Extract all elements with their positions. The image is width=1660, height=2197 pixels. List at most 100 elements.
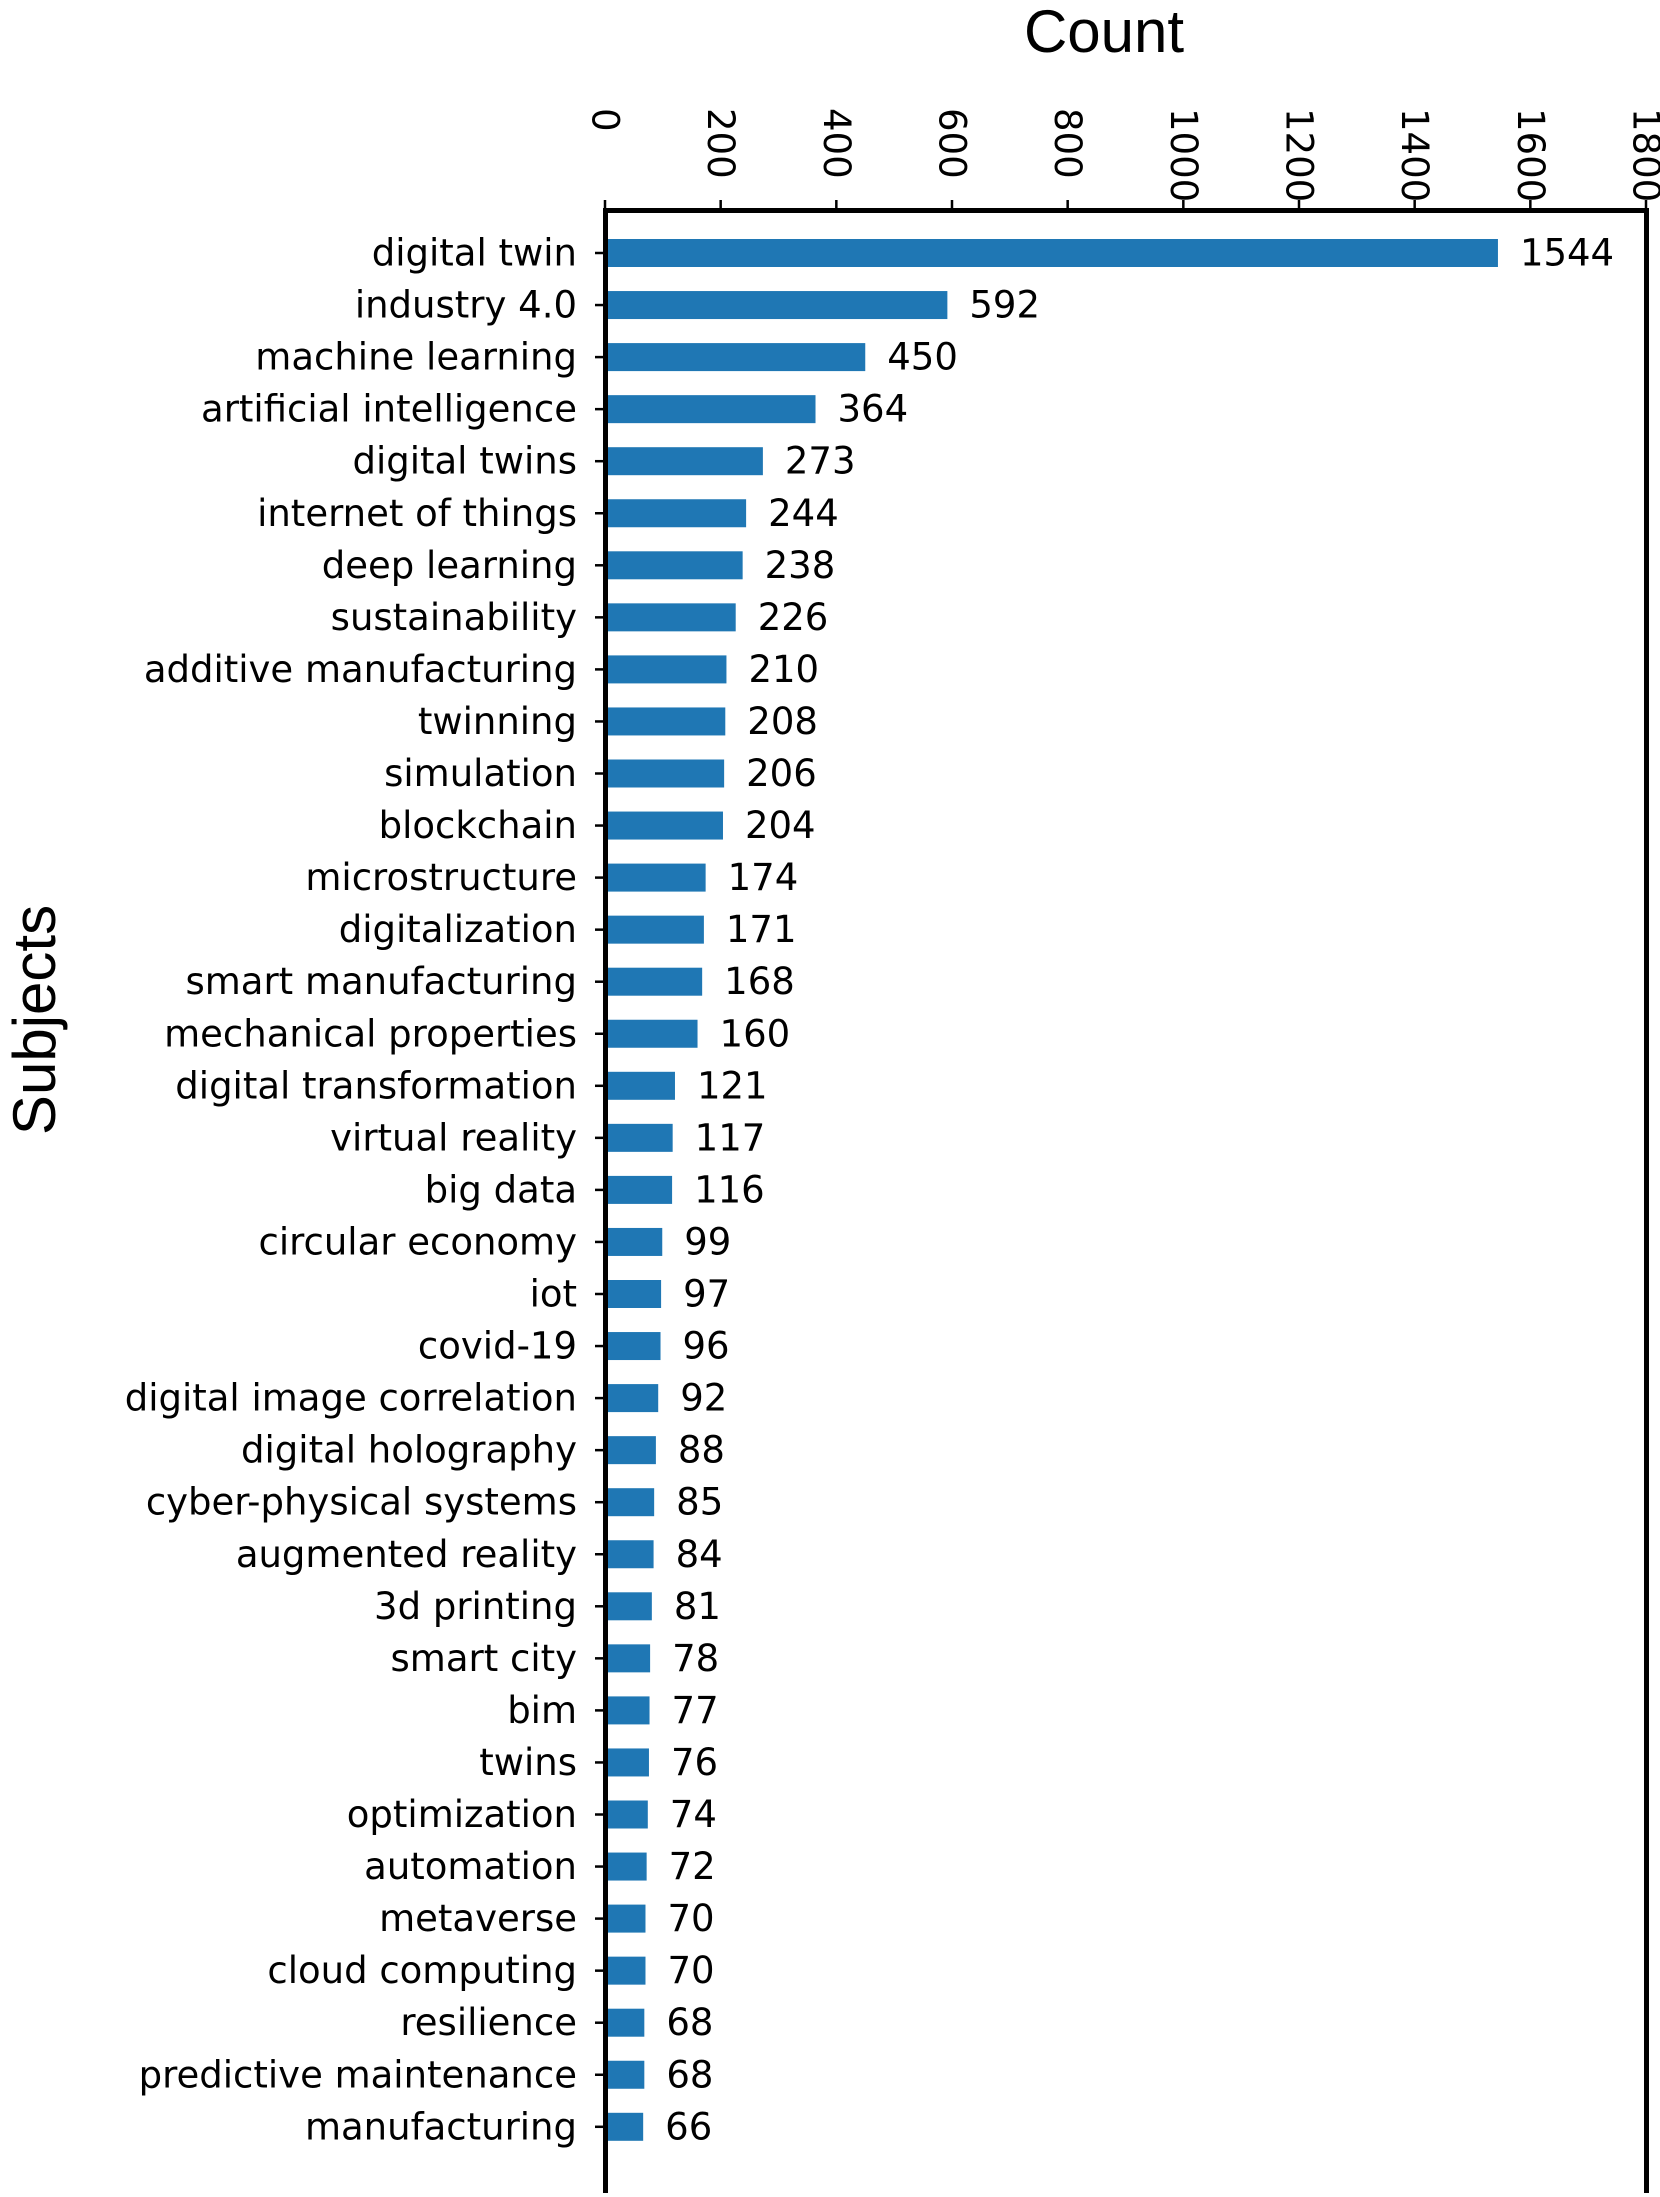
bar-value-label: 121 [697, 1064, 768, 1107]
category-label: digital twin [372, 232, 577, 275]
category-label: digitalization [339, 908, 577, 951]
bar-value-label: 78 [672, 1637, 719, 1680]
bar-value-label: 97 [683, 1273, 730, 1316]
category-label: digital image correlation [125, 1377, 577, 1420]
category-label: smart manufacturing [185, 960, 577, 1003]
bar [605, 1644, 650, 1672]
category-label: circular economy [258, 1220, 577, 1263]
bar [605, 1436, 656, 1464]
x-tick-label: 1400 [1393, 108, 1436, 202]
x-tick-label: 1200 [1278, 108, 1321, 202]
bar [605, 551, 743, 579]
bar-value-label: 364 [838, 388, 909, 431]
bar [605, 395, 816, 423]
bar [605, 2113, 643, 2141]
category-label: digital holography [241, 1429, 577, 1472]
bar [605, 707, 725, 735]
category-label: additive manufacturing [144, 648, 577, 691]
category-label: manufacturing [305, 2105, 577, 2148]
bar-value-label: 99 [684, 1220, 731, 1263]
bar [605, 1748, 649, 1776]
bar-value-label: 450 [887, 336, 958, 379]
bar [605, 1384, 658, 1412]
bar-value-label: 226 [758, 596, 829, 639]
bar-value-label: 208 [747, 700, 818, 743]
bar-value-label: 160 [720, 1012, 791, 1055]
bar [605, 447, 763, 475]
x-tick-label: 1600 [1509, 108, 1552, 202]
x-tick-label: 200 [699, 108, 742, 179]
bar-value-label: 238 [765, 544, 836, 587]
chart-title: Count [1024, 0, 1184, 65]
bar [605, 864, 706, 892]
category-label: simulation [384, 752, 577, 795]
category-label: artificial intelligence [201, 388, 577, 431]
bar [605, 2061, 644, 2089]
bar-value-label: 244 [768, 492, 839, 535]
category-label: iot [530, 1273, 577, 1316]
category-label: big data [425, 1168, 577, 1211]
bar [605, 343, 865, 371]
bar-value-label: 81 [674, 1585, 721, 1628]
value-labels-layer: 1544592450364273244238226210208206204174… [665, 232, 1614, 2149]
bar [605, 760, 724, 788]
category-label: metaverse [379, 1897, 577, 1940]
bar-value-label: 66 [665, 2105, 712, 2148]
bar [605, 1696, 650, 1724]
bar-value-label: 96 [683, 1325, 730, 1368]
bar-value-label: 92 [680, 1377, 727, 1420]
category-label: predictive maintenance [139, 2053, 577, 2096]
bar-value-label: 84 [676, 1533, 723, 1576]
bar-value-label: 273 [785, 440, 856, 483]
bar-value-label: 206 [746, 752, 817, 795]
category-label: smart city [391, 1637, 578, 1680]
bar-value-label: 116 [694, 1168, 765, 1211]
bar-value-label: 88 [678, 1429, 725, 1472]
bar-value-label: 74 [670, 1793, 717, 1836]
category-label: twins [479, 1741, 577, 1784]
category-label: optimization [347, 1793, 577, 1836]
category-label: sustainability [331, 596, 577, 639]
category-label: industry 4.0 [355, 284, 577, 327]
bar [605, 1072, 675, 1100]
bar [605, 239, 1498, 267]
category-label: twinning [418, 700, 577, 743]
bar-value-label: 72 [669, 1845, 716, 1888]
bar [605, 1124, 673, 1152]
x-tick-label: 800 [1046, 108, 1089, 179]
bar-value-label: 68 [666, 2001, 713, 2044]
bar-value-label: 68 [666, 2053, 713, 2096]
bar-value-label: 77 [672, 1689, 719, 1732]
bar-value-label: 204 [745, 804, 816, 847]
category-label: cloud computing [267, 1949, 577, 1992]
bar [605, 2009, 644, 2037]
bar [605, 1592, 652, 1620]
bar-value-label: 85 [676, 1481, 723, 1524]
bar [605, 603, 736, 631]
bar [605, 1905, 645, 1933]
bar [605, 1020, 698, 1048]
category-label: digital twins [352, 440, 577, 483]
bar-value-label: 168 [724, 960, 795, 1003]
bar [605, 812, 723, 840]
bar-value-label: 171 [726, 908, 797, 951]
category-label: augmented reality [236, 1533, 577, 1576]
bar [605, 1801, 648, 1829]
bar [605, 1332, 661, 1360]
bar-value-label: 70 [667, 1949, 714, 1992]
x-tick-label: 1800 [1625, 108, 1660, 202]
category-label: blockchain [379, 804, 577, 847]
category-label: mechanical properties [164, 1012, 577, 1055]
bar-value-label: 117 [695, 1116, 766, 1159]
category-label: covid-19 [418, 1325, 577, 1368]
category-label: 3d printing [374, 1585, 577, 1628]
bar-value-label: 70 [667, 1897, 714, 1940]
bar-value-label: 1544 [1520, 232, 1614, 275]
bar [605, 1957, 645, 1985]
x-tick-label: 600 [931, 108, 974, 179]
bar [605, 1488, 654, 1516]
category-label: bim [507, 1689, 577, 1732]
